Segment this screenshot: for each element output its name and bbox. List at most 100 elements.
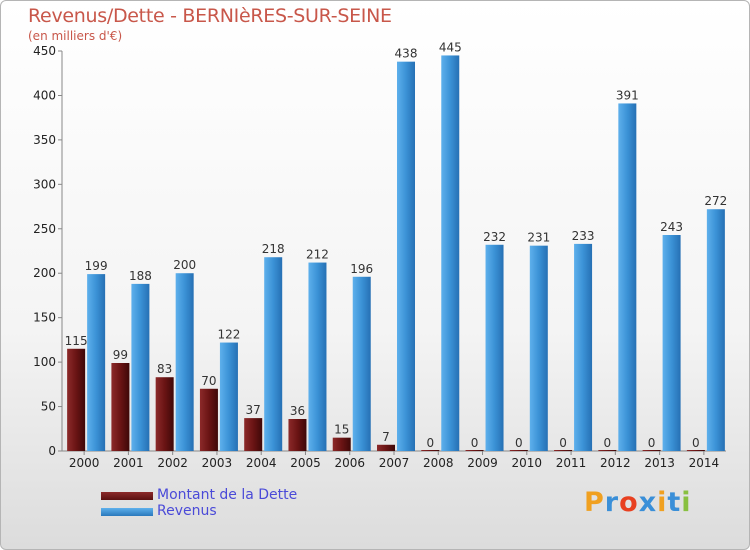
y-tick-label: 250 <box>33 222 56 236</box>
logo-letter: P <box>584 487 605 518</box>
debt-bar <box>554 450 573 451</box>
debt-value-label: 70 <box>201 374 216 388</box>
debt-value-label: 36 <box>290 404 305 418</box>
x-tick-label: 2002 <box>157 456 188 470</box>
revenus-value-label: 438 <box>395 47 418 61</box>
chart-subtitle: (en milliers d'€) <box>28 29 123 43</box>
revenus-bar <box>175 273 194 451</box>
debt-value-label: 115 <box>65 334 88 348</box>
revenus-value-label: 231 <box>527 231 550 245</box>
debt-value-label: 0 <box>692 436 700 450</box>
debt-bar <box>111 363 130 451</box>
x-tick-label: 2010 <box>512 456 543 470</box>
x-tick-label: 2004 <box>246 456 277 470</box>
debt-bar <box>332 437 351 451</box>
y-tick-label: 150 <box>33 311 56 325</box>
debt-bar <box>598 450 617 451</box>
y-tick-label: 350 <box>33 133 56 147</box>
debt-value-label: 0 <box>648 436 656 450</box>
debt-bar <box>155 377 174 451</box>
revenus-bar <box>352 276 371 451</box>
revenus-bar <box>219 342 238 451</box>
y-tick-label: 300 <box>33 177 56 191</box>
y-tick-label: 400 <box>33 88 56 102</box>
debt-bar <box>377 444 395 451</box>
revenus-value-label: 188 <box>129 269 152 283</box>
legend-label-revenus: Revenus <box>157 503 217 519</box>
legend-swatch-debt <box>101 492 153 500</box>
logo-letter: x <box>638 487 658 518</box>
revenus-value-label: 445 <box>439 40 462 54</box>
x-tick-label: 2012 <box>600 456 631 470</box>
y-tick-label: 200 <box>33 266 56 280</box>
x-tick-label: 2009 <box>467 456 498 470</box>
revenus-bar <box>706 209 725 451</box>
debt-value-label: 83 <box>157 362 172 376</box>
revenus-bar <box>618 103 637 451</box>
logo-letter: t <box>667 487 682 518</box>
debt-value-label: 99 <box>113 348 128 362</box>
debt-value-label: 0 <box>426 436 434 450</box>
revenus-value-label: 212 <box>306 248 329 262</box>
revenus-bar <box>87 274 106 451</box>
debt-value-label: 0 <box>604 436 612 450</box>
x-tick-label: 2001 <box>113 456 144 470</box>
debt-value-label: 15 <box>334 423 349 437</box>
x-tick-label: 2013 <box>644 456 675 470</box>
x-tick-label: 2006 <box>334 456 365 470</box>
revenus-value-label: 200 <box>173 258 196 272</box>
revenus-bar <box>485 244 504 451</box>
revenus-value-label: 243 <box>660 220 683 234</box>
revenus-bar <box>308 262 327 451</box>
revenus-value-label: 272 <box>704 194 727 208</box>
x-tick-label: 2011 <box>556 456 587 470</box>
revenus-bar <box>662 235 681 451</box>
revenus-bar <box>574 243 593 451</box>
debt-value-label: 0 <box>559 436 567 450</box>
x-tick-label: 2000 <box>69 456 100 470</box>
debt-value-label: 7 <box>382 430 390 444</box>
revenus-value-label: 233 <box>572 229 595 243</box>
x-tick-label: 2008 <box>423 456 454 470</box>
revenus-value-label: 232 <box>483 230 506 244</box>
proxiti-logo: Proxiti <box>584 487 692 518</box>
debt-value-label: 0 <box>471 436 479 450</box>
x-tick-label: 2003 <box>202 456 233 470</box>
chart-title: Revenus/Dette - BERNIèRES-SUR-SEINE <box>28 5 392 27</box>
revenus-value-label: 196 <box>350 262 373 276</box>
debt-bar <box>67 348 86 451</box>
revenus-bar <box>529 245 548 451</box>
y-tick-label: 100 <box>33 355 56 369</box>
y-tick-label: 450 <box>33 44 56 58</box>
revenus-bar <box>441 55 460 451</box>
debt-bar <box>465 450 484 451</box>
logo-letter: i <box>657 487 668 518</box>
revenus-bar <box>131 283 150 451</box>
y-tick-label: 50 <box>41 400 56 414</box>
debt-bar <box>686 450 705 451</box>
debt-bar <box>288 419 307 451</box>
logo-letter: r <box>604 487 620 518</box>
revenus-bar <box>264 257 283 451</box>
logo-letter: i <box>681 487 692 518</box>
revenus-bar <box>397 61 415 452</box>
x-tick-label: 2005 <box>290 456 321 470</box>
debt-bar <box>244 418 263 451</box>
legend-label-debt: Montant de la Dette <box>157 487 298 503</box>
revenus-value-label: 218 <box>262 242 285 256</box>
debt-bar <box>509 450 528 451</box>
debt-value-label: 0 <box>515 436 523 450</box>
debt-bar <box>642 450 661 451</box>
revenus-value-label: 199 <box>85 259 108 273</box>
revenus-value-label: 122 <box>217 328 240 342</box>
revenus-value-label: 391 <box>616 88 639 102</box>
x-tick-label: 2014 <box>689 456 720 470</box>
x-tick-label: 2007 <box>379 456 410 470</box>
debt-bar <box>199 388 218 451</box>
legend-swatch-revenus <box>101 508 153 516</box>
logo-letter: o <box>619 487 639 518</box>
debt-bar <box>421 450 440 451</box>
debt-value-label: 37 <box>246 403 261 417</box>
